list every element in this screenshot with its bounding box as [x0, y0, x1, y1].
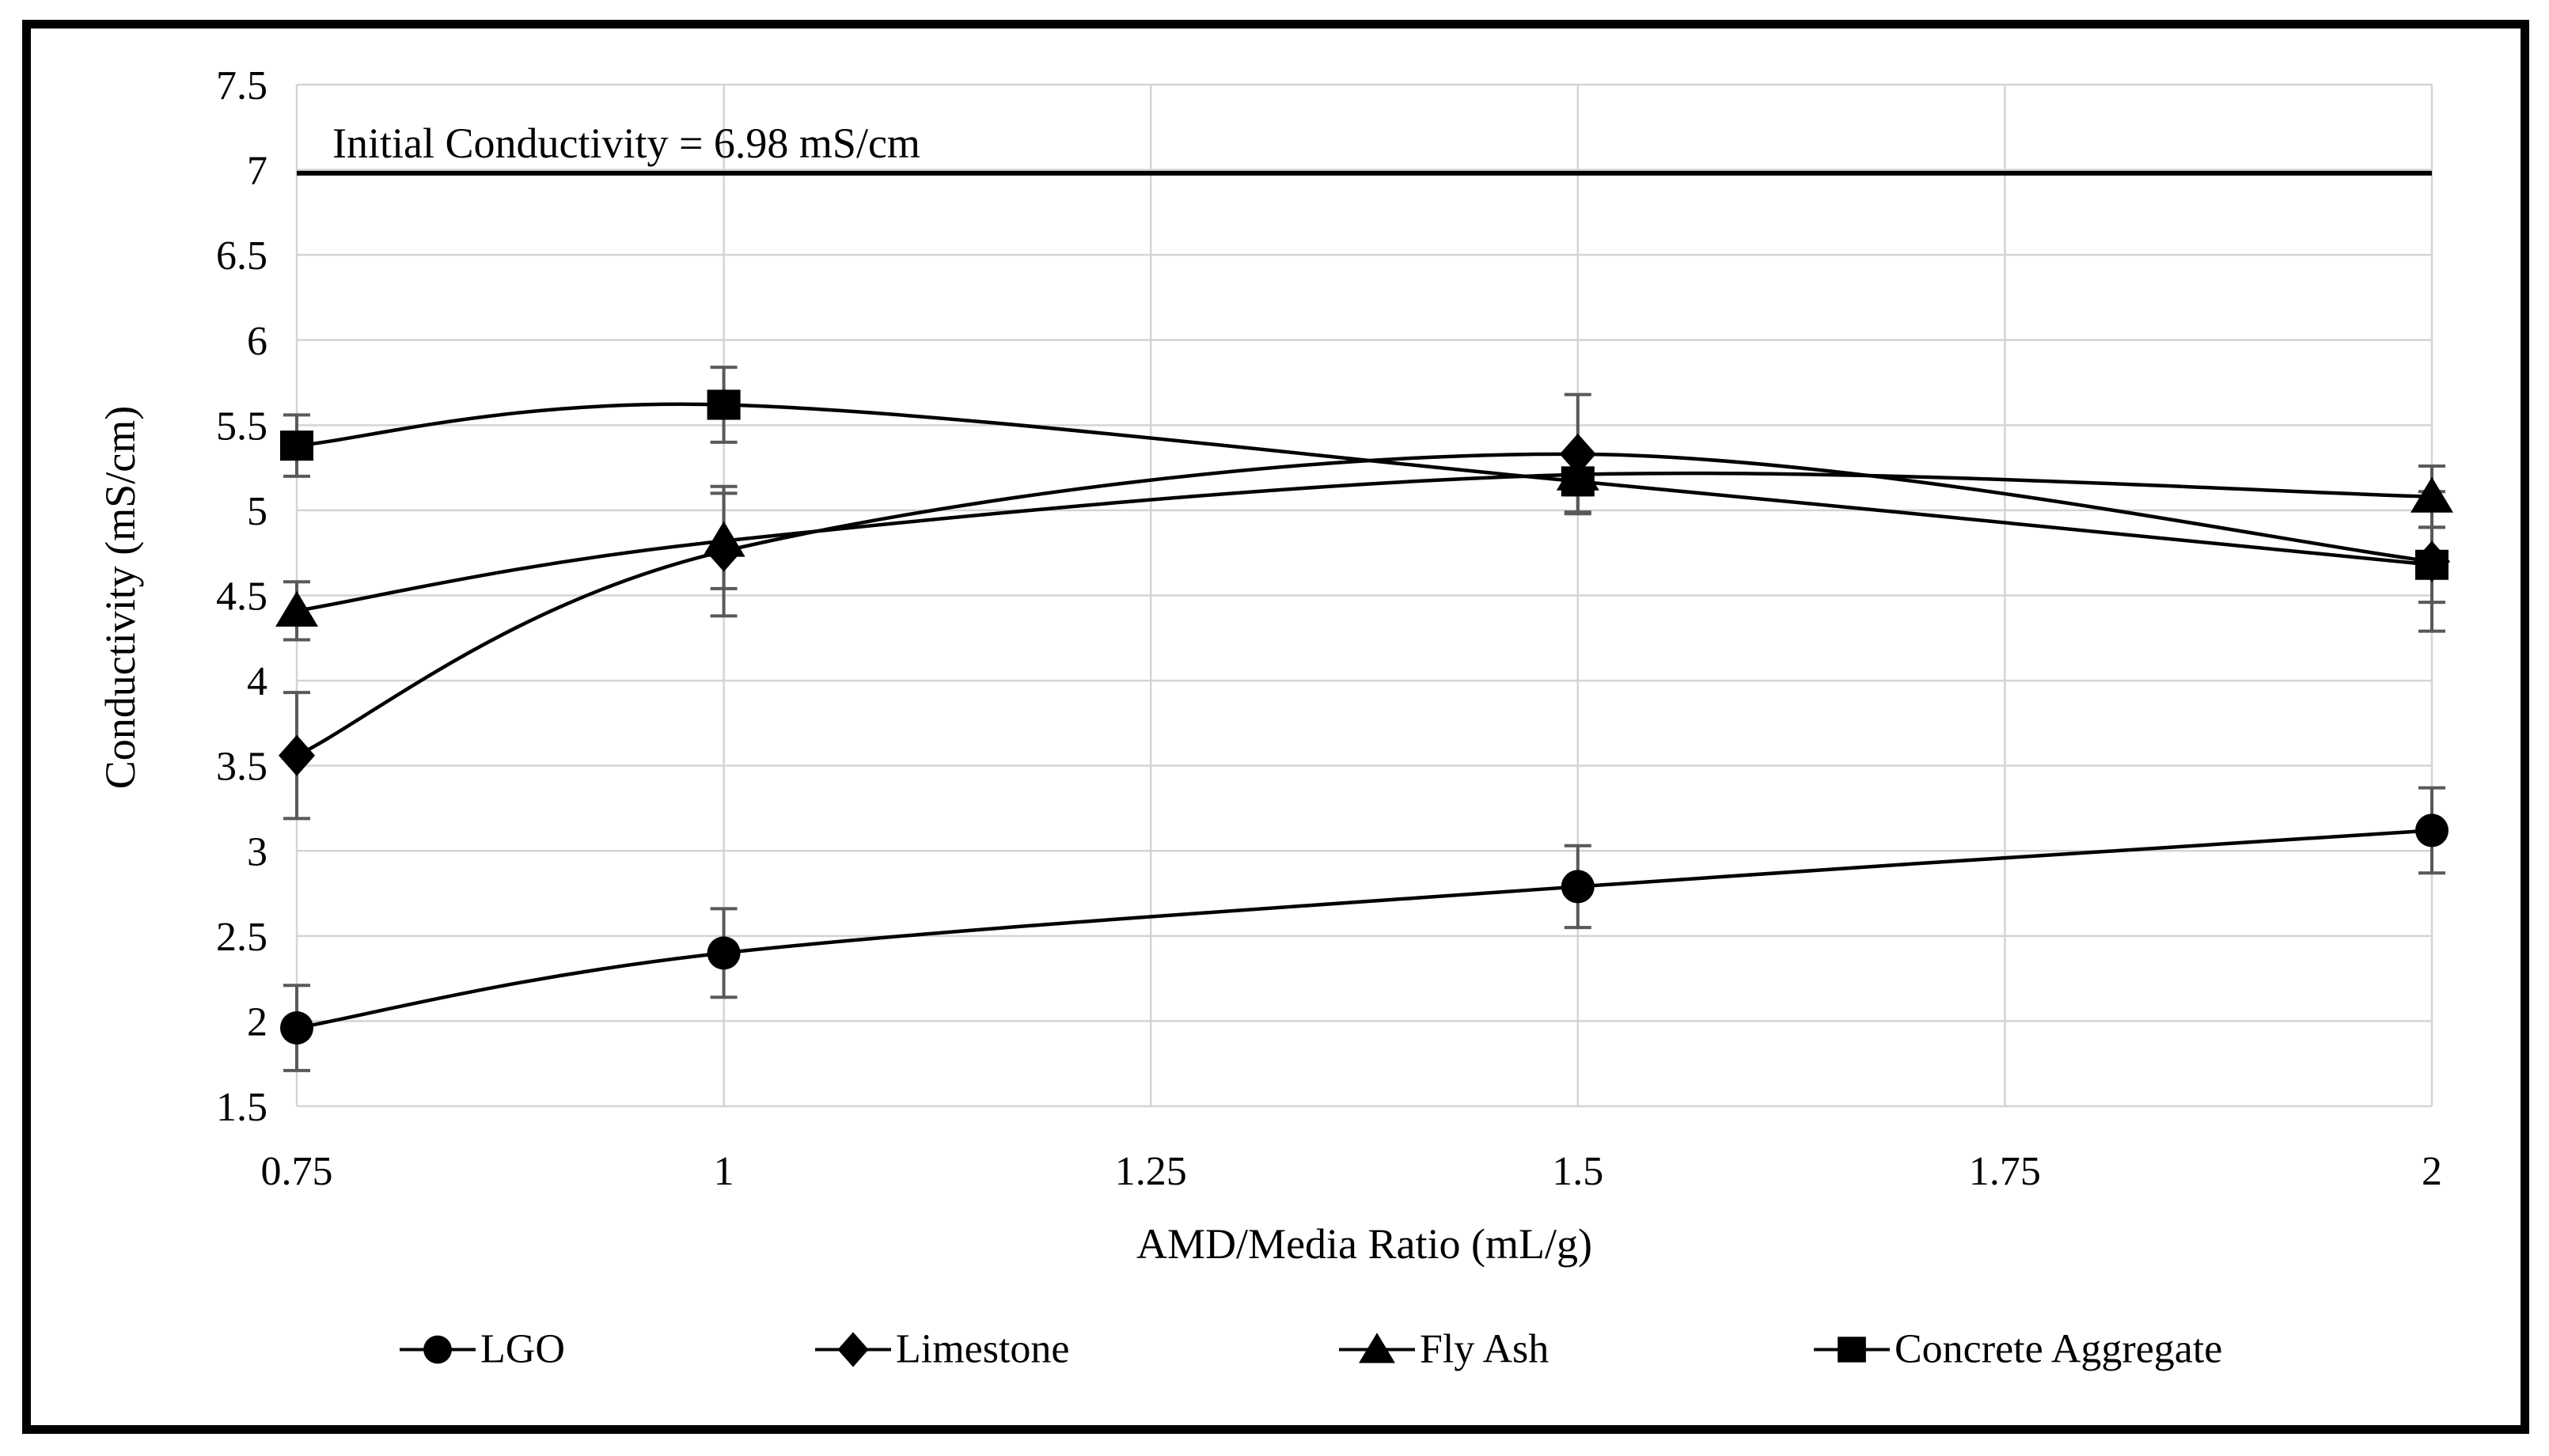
data-point-marker-triangle — [275, 590, 318, 627]
legend-marker-icon-diamond — [815, 1331, 891, 1367]
legend-label: Limestone — [896, 1326, 1070, 1372]
legend-label: LGO — [480, 1326, 565, 1372]
legend-item-fly-ash: Fly Ash — [1339, 1326, 1549, 1373]
data-point-marker-square — [707, 389, 741, 420]
legend-item-concrete-aggregate: Concrete Aggregate — [1814, 1326, 2222, 1373]
data-point-marker-circle — [280, 1011, 313, 1045]
legend-label: Concrete Aggregate — [1895, 1326, 2223, 1372]
legend-marker-icon-triangle — [1339, 1332, 1415, 1363]
y-tick-label: 2 — [247, 999, 267, 1045]
x-tick-label: 0.75 — [261, 1149, 333, 1194]
y-tick-label: 2.5 — [216, 915, 267, 960]
y-tick-label: 7.5 — [216, 63, 267, 108]
y-axis-title: Conductivity (mS/cm) — [97, 405, 144, 790]
y-tick-label: 6.5 — [216, 233, 267, 279]
y-tick-label: 5 — [247, 489, 267, 534]
y-tick-label: 6 — [247, 319, 267, 364]
data-point-marker-diamond — [279, 734, 315, 776]
y-tick-label: 3.5 — [216, 745, 267, 790]
series-line-limestone — [296, 452, 2433, 757]
data-point-marker-square — [2415, 549, 2448, 580]
y-tick-label: 4 — [247, 659, 267, 704]
legend-item-lgo: LGO — [400, 1326, 565, 1373]
initial-conductivity-annotation: Initial Conductivity = 6.98 mS/cm — [332, 119, 920, 167]
data-point-marker-square — [280, 430, 313, 461]
data-point-marker-square — [1561, 466, 1595, 497]
data-point-marker-diamond — [1559, 433, 1596, 475]
data-point-marker-triangle — [2411, 476, 2453, 513]
x-axis-title: AMD/Media Ratio (mL/g) — [1136, 1220, 1592, 1268]
legend-marker-icon-square — [1814, 1336, 1890, 1363]
data-point-marker-square — [1838, 1336, 1866, 1363]
x-tick-label: 1.75 — [1969, 1149, 2041, 1194]
series-line-fly-ash — [296, 471, 2433, 613]
data-point-marker-circle — [707, 936, 741, 970]
y-tick-label: 3 — [247, 829, 267, 874]
series-line-lgo — [296, 828, 2433, 1030]
data-point-marker-circle — [1561, 870, 1595, 904]
x-tick-label: 2 — [2422, 1149, 2442, 1194]
y-tick-label: 7 — [247, 149, 267, 194]
x-tick-label: 1.5 — [1552, 1149, 1603, 1194]
legend-marker-icon-circle — [400, 1335, 476, 1363]
y-tick-label: 5.5 — [216, 404, 267, 449]
legend-item-limestone: Limestone — [815, 1326, 1070, 1373]
y-tick-label: 1.5 — [216, 1085, 267, 1130]
legend-label: Fly Ash — [1420, 1326, 1550, 1372]
y-tick-label: 4.5 — [216, 574, 267, 620]
data-point-marker-triangle — [702, 521, 745, 557]
x-tick-label: 1 — [714, 1149, 734, 1194]
data-point-marker-diamond — [837, 1331, 869, 1367]
data-point-marker-circle — [423, 1335, 452, 1363]
x-tick-label: 1.25 — [1115, 1149, 1187, 1194]
data-point-marker-circle — [2415, 813, 2448, 847]
data-point-marker-triangle — [1359, 1332, 1395, 1363]
series-line-concrete-aggregate — [296, 402, 2433, 567]
